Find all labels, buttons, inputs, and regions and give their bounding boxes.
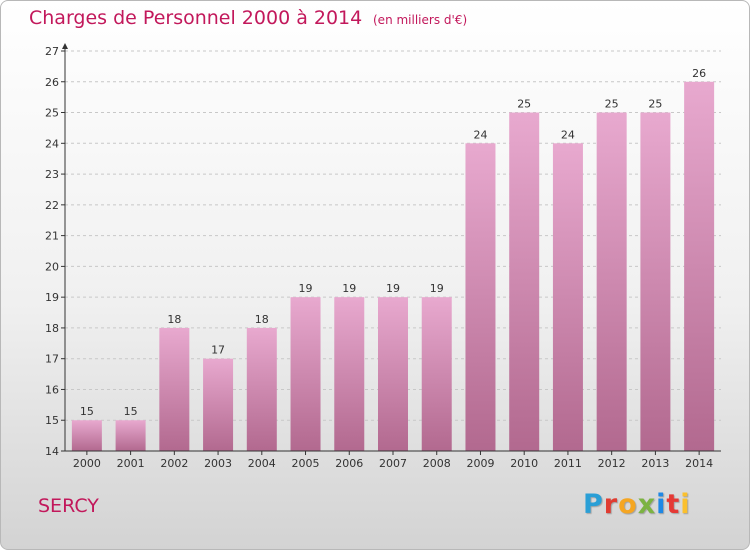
data-label: 25 bbox=[517, 98, 531, 111]
y-tick-label: 20 bbox=[45, 260, 59, 273]
bar bbox=[421, 297, 452, 451]
y-tick-label: 15 bbox=[45, 414, 59, 427]
x-tick-label: 2005 bbox=[292, 457, 320, 470]
bars bbox=[71, 81, 715, 452]
y-tick-label: 27 bbox=[45, 45, 59, 58]
x-tick-label: 2014 bbox=[685, 457, 713, 470]
x-tick-label: 2008 bbox=[423, 457, 451, 470]
bar bbox=[334, 297, 365, 451]
data-label: 24 bbox=[561, 128, 575, 141]
x-tick-label: 2006 bbox=[335, 457, 363, 470]
logo-letter: i bbox=[680, 489, 691, 520]
logo-letter: r bbox=[603, 489, 619, 520]
data-labels: 15 15 18 17 18 19 19 19 19 24 25 24 25 25 26 bbox=[80, 67, 706, 418]
bar bbox=[290, 297, 321, 451]
data-label: 18 bbox=[167, 313, 181, 326]
y-tick-label: 23 bbox=[45, 168, 59, 181]
bar bbox=[246, 327, 277, 451]
y-tick-label: 16 bbox=[45, 383, 59, 396]
x-tick-label: 2004 bbox=[248, 457, 276, 470]
data-label: 19 bbox=[299, 282, 313, 295]
y-tick-label: 17 bbox=[45, 353, 59, 366]
x-tick-label: 2001 bbox=[117, 457, 145, 470]
logo-letter: t bbox=[666, 489, 681, 520]
bar bbox=[465, 143, 496, 452]
bar bbox=[115, 420, 146, 451]
data-label: 19 bbox=[386, 282, 400, 295]
y-tick-label: 18 bbox=[45, 322, 59, 335]
x-tick-label: 2003 bbox=[204, 457, 232, 470]
chart-title: Charges de Personnel 2000 à 2014 bbox=[29, 7, 363, 29]
data-label: 17 bbox=[211, 344, 225, 357]
bar bbox=[203, 358, 234, 451]
logo-letter: P bbox=[583, 489, 604, 520]
x-tick-label: 2009 bbox=[466, 457, 494, 470]
data-label: 15 bbox=[80, 405, 94, 418]
bar bbox=[596, 112, 627, 452]
y-tick-label: 22 bbox=[45, 199, 59, 212]
logo-letter: o bbox=[618, 489, 638, 520]
y-tick-label: 14 bbox=[45, 445, 59, 458]
bar bbox=[509, 112, 540, 452]
x-tick-label: 2010 bbox=[510, 457, 538, 470]
data-label: 19 bbox=[430, 282, 444, 295]
data-label: 19 bbox=[342, 282, 356, 295]
commune-name: SERCY bbox=[38, 495, 99, 517]
bar bbox=[378, 297, 408, 451]
x-tick-label: 2013 bbox=[641, 457, 669, 470]
bar bbox=[552, 143, 583, 452]
data-label: 25 bbox=[648, 98, 662, 111]
y-tick-label: 26 bbox=[45, 76, 59, 89]
x-tick-label: 2012 bbox=[598, 457, 626, 470]
y-axis-arrow bbox=[62, 43, 68, 49]
data-label: 24 bbox=[473, 128, 487, 141]
data-label: 25 bbox=[605, 98, 619, 111]
data-label: 18 bbox=[255, 313, 269, 326]
y-tick-label: 21 bbox=[45, 230, 59, 243]
bar bbox=[640, 112, 671, 452]
proxiti-logo: Proxiti bbox=[583, 489, 691, 520]
x-tick-label: 2011 bbox=[554, 457, 582, 470]
y-tick-label: 24 bbox=[45, 137, 59, 150]
y-tick-label: 19 bbox=[45, 291, 59, 304]
logo-letter: i bbox=[656, 489, 667, 520]
x-tick-label: 2002 bbox=[160, 457, 188, 470]
data-label: 26 bbox=[692, 67, 706, 80]
x-tick-label: 2007 bbox=[379, 457, 407, 470]
logo-letter: x bbox=[637, 489, 657, 520]
bar bbox=[159, 327, 190, 451]
bar bbox=[684, 81, 715, 452]
bar bbox=[71, 420, 102, 451]
x-tick-label: 2000 bbox=[73, 457, 101, 470]
data-label: 15 bbox=[124, 405, 138, 418]
chart-unit-label: (en milliers d'€) bbox=[373, 13, 468, 27]
axes: 14 15 16 17 18 19 20 21 22 23 24 25 26 27 2000 2001 2002… bbox=[45, 43, 721, 470]
y-tick-label: 25 bbox=[45, 107, 59, 120]
